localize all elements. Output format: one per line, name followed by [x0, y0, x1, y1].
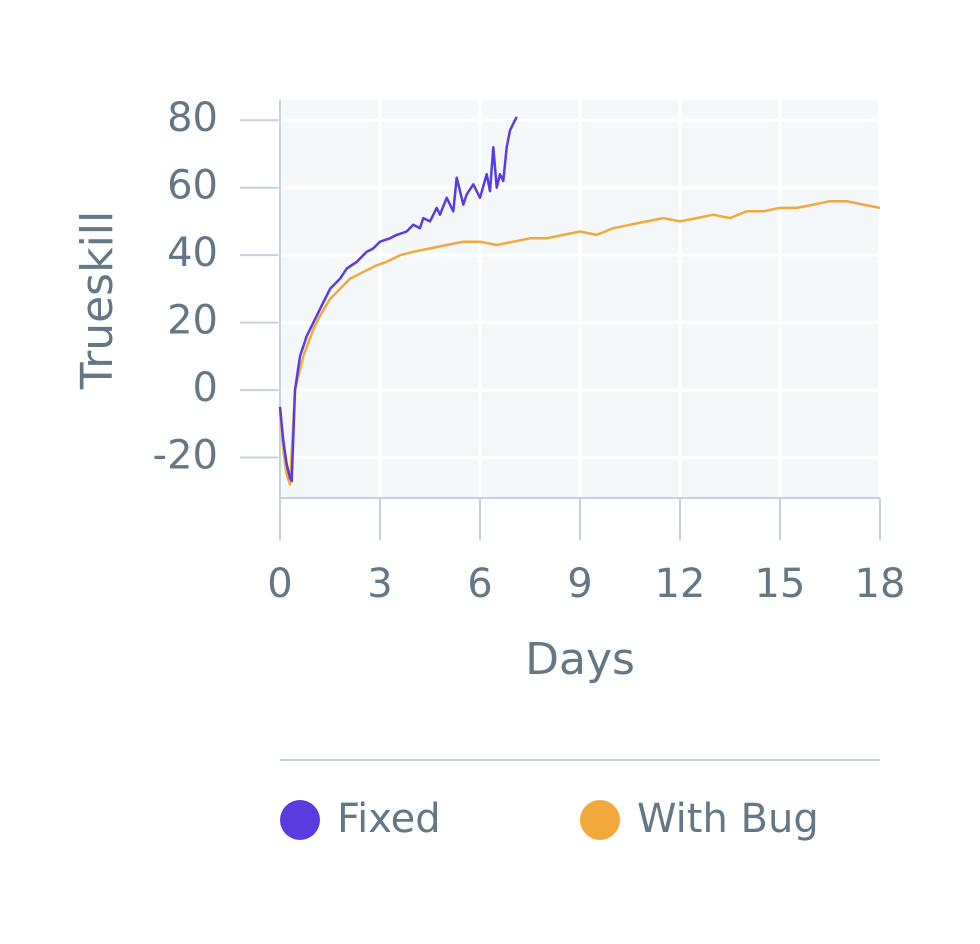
x-tick-label: 3	[367, 561, 392, 607]
x-axis-label: Days	[525, 634, 635, 685]
legend-label: With Bug	[637, 796, 819, 842]
x-tick-label: 15	[755, 561, 806, 607]
y-tick-label: 80	[167, 95, 218, 141]
x-tick-label: 12	[655, 561, 706, 607]
legend-marker	[580, 800, 620, 840]
x-tick-label: 9	[567, 561, 592, 607]
y-tick-label: 40	[167, 230, 218, 276]
y-tick-label: 20	[167, 298, 218, 344]
x-tick-label: 6	[467, 561, 492, 607]
y-axis-label: Trueskill	[72, 211, 123, 391]
series-line	[278, 199, 881, 486]
y-tick-label: 60	[167, 163, 218, 209]
legend-label: Fixed	[337, 796, 441, 842]
legend-marker	[280, 800, 320, 840]
x-tick-label: 0	[267, 561, 292, 607]
series-line	[278, 116, 518, 483]
y-tick-label: 0	[193, 365, 218, 411]
y-tick-label: -20	[153, 433, 218, 479]
x-tick-label: 18	[855, 561, 906, 607]
